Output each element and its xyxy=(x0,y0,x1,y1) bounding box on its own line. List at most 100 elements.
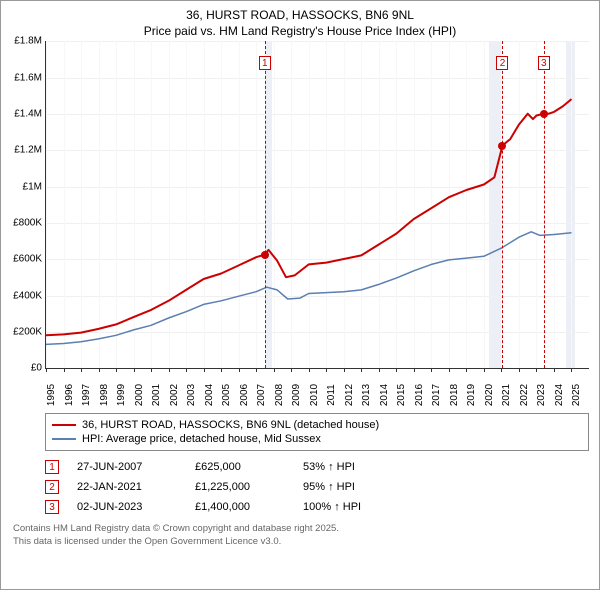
x-axis-tick-mark xyxy=(186,368,187,372)
x-axis-tick-label: 2001 xyxy=(151,384,162,406)
x-axis-tick-label: 2002 xyxy=(169,384,180,406)
y-axis-tick-label: £1.2M xyxy=(2,145,42,156)
x-axis-tick-mark xyxy=(169,368,170,372)
x-axis-tick-label: 2006 xyxy=(239,384,250,406)
x-axis-tick-mark xyxy=(361,368,362,372)
y-axis-tick-label: £1M xyxy=(2,181,42,192)
x-axis-tick-mark xyxy=(519,368,520,372)
x-axis-tick-mark xyxy=(379,368,380,372)
x-axis-tick-mark xyxy=(571,368,572,372)
x-axis-tick-mark xyxy=(64,368,65,372)
sales-row-date: 27-JUN-2007 xyxy=(77,461,177,473)
x-axis-tick-label: 2003 xyxy=(186,384,197,406)
footer-line-1: Contains HM Land Registry data © Crown c… xyxy=(13,523,589,535)
x-axis-tick-mark xyxy=(326,368,327,372)
chart-container: 36, HURST ROAD, HASSOCKS, BN6 9NL Price … xyxy=(0,0,600,590)
x-axis-tick-mark xyxy=(414,368,415,372)
x-axis-tick-mark xyxy=(431,368,432,372)
x-axis-tick-mark xyxy=(151,368,152,372)
x-axis-tick-mark xyxy=(46,368,47,372)
sales-row-price: £1,400,000 xyxy=(195,501,285,513)
x-axis-tick-label: 2023 xyxy=(536,384,547,406)
legend-label: 36, HURST ROAD, HASSOCKS, BN6 9NL (detac… xyxy=(82,419,379,431)
x-axis-tick-mark xyxy=(99,368,100,372)
sale-event-marker: 1 xyxy=(259,56,271,70)
x-axis-tick-mark xyxy=(291,368,292,372)
series-price_paid xyxy=(46,99,572,335)
x-axis-tick-mark xyxy=(501,368,502,372)
x-axis-tick-label: 1997 xyxy=(81,384,92,406)
sale-event-line xyxy=(502,41,503,368)
x-axis-tick-label: 2017 xyxy=(431,384,442,406)
footer-line-2: This data is licensed under the Open Gov… xyxy=(13,536,589,548)
sale-event-dot xyxy=(261,251,269,259)
x-axis-tick-mark xyxy=(81,368,82,372)
sale-event-marker: 3 xyxy=(538,56,550,70)
x-axis-tick-mark xyxy=(484,368,485,372)
title-line-1: 36, HURST ROAD, HASSOCKS, BN6 9NL xyxy=(9,7,591,23)
sales-row-date: 02-JUN-2023 xyxy=(77,501,177,513)
x-axis-tick-label: 2018 xyxy=(449,384,460,406)
legend-label: HPI: Average price, detached house, Mid … xyxy=(82,433,321,445)
x-axis-tick-mark xyxy=(396,368,397,372)
x-axis-tick-label: 2024 xyxy=(554,384,565,406)
sales-row-hpi-delta: 53% ↑ HPI xyxy=(303,461,423,473)
sales-row-marker: 3 xyxy=(45,500,59,514)
x-axis-tick-label: 2015 xyxy=(396,384,407,406)
x-axis-tick-mark xyxy=(554,368,555,372)
x-axis-tick-label: 2000 xyxy=(134,384,145,406)
x-axis-tick-mark xyxy=(449,368,450,372)
sales-table-row: 222-JAN-2021£1,225,00095% ↑ HPI xyxy=(45,477,589,497)
x-axis-tick-label: 2007 xyxy=(256,384,267,406)
legend-row: 36, HURST ROAD, HASSOCKS, BN6 9NL (detac… xyxy=(52,418,582,432)
footer-attribution: Contains HM Land Registry data © Crown c… xyxy=(13,523,589,548)
chart-lines-svg xyxy=(46,41,589,368)
x-axis-tick-label: 1999 xyxy=(116,384,127,406)
chart-plot-area: £0£200K£400K£600K£800K£1M£1.2M£1.4M£1.6M… xyxy=(45,41,589,369)
title-area: 36, HURST ROAD, HASSOCKS, BN6 9NL Price … xyxy=(1,1,599,41)
x-axis-tick-label: 2004 xyxy=(204,384,215,406)
x-axis-tick-label: 2011 xyxy=(326,385,337,407)
y-axis-tick-label: £0 xyxy=(2,363,42,374)
x-axis-tick-mark xyxy=(466,368,467,372)
x-axis-tick-mark xyxy=(536,368,537,372)
x-axis-tick-label: 1996 xyxy=(64,384,75,406)
x-axis-tick-mark xyxy=(274,368,275,372)
x-axis-tick-mark xyxy=(239,368,240,372)
y-axis-tick-label: £800K xyxy=(2,218,42,229)
x-axis-tick-label: 2008 xyxy=(274,384,285,406)
x-axis-tick-mark xyxy=(256,368,257,372)
sales-row-date: 22-JAN-2021 xyxy=(77,481,177,493)
title-line-2: Price paid vs. HM Land Registry's House … xyxy=(9,23,591,39)
series-hpi xyxy=(46,232,572,345)
x-axis-tick-mark xyxy=(204,368,205,372)
x-axis-tick-label: 2020 xyxy=(484,384,495,406)
x-axis-tick-label: 2013 xyxy=(361,384,372,406)
x-axis-tick-label: 2014 xyxy=(379,384,390,406)
x-axis-tick-label: 2021 xyxy=(501,384,512,406)
y-axis-tick-label: £400K xyxy=(2,290,42,301)
legend-swatch xyxy=(52,438,76,440)
sale-event-line xyxy=(544,41,545,368)
y-axis-tick-label: £200K xyxy=(2,327,42,338)
x-axis-tick-label: 2012 xyxy=(344,384,355,406)
sales-table: 127-JUN-2007£625,00053% ↑ HPI222-JAN-202… xyxy=(45,457,589,517)
x-axis-tick-label: 1995 xyxy=(46,384,57,406)
x-axis-tick-label: 2016 xyxy=(414,384,425,406)
sales-row-hpi-delta: 100% ↑ HPI xyxy=(303,501,423,513)
x-axis-tick-label: 2010 xyxy=(309,384,320,406)
sales-row-hpi-delta: 95% ↑ HPI xyxy=(303,481,423,493)
x-axis-tick-mark xyxy=(309,368,310,372)
x-axis-tick-label: 2009 xyxy=(291,384,302,406)
sales-row-price: £1,225,000 xyxy=(195,481,285,493)
sales-row-price: £625,000 xyxy=(195,461,285,473)
x-axis-tick-label: 2025 xyxy=(571,384,582,406)
x-axis-tick-mark xyxy=(116,368,117,372)
x-axis-tick-label: 2019 xyxy=(466,384,477,406)
y-axis-tick-label: £600K xyxy=(2,254,42,265)
sale-event-dot xyxy=(540,110,548,118)
legend-box: 36, HURST ROAD, HASSOCKS, BN6 9NL (detac… xyxy=(45,413,589,451)
legend-swatch xyxy=(52,424,76,426)
x-axis-tick-label: 1998 xyxy=(99,384,110,406)
x-axis-tick-mark xyxy=(134,368,135,372)
